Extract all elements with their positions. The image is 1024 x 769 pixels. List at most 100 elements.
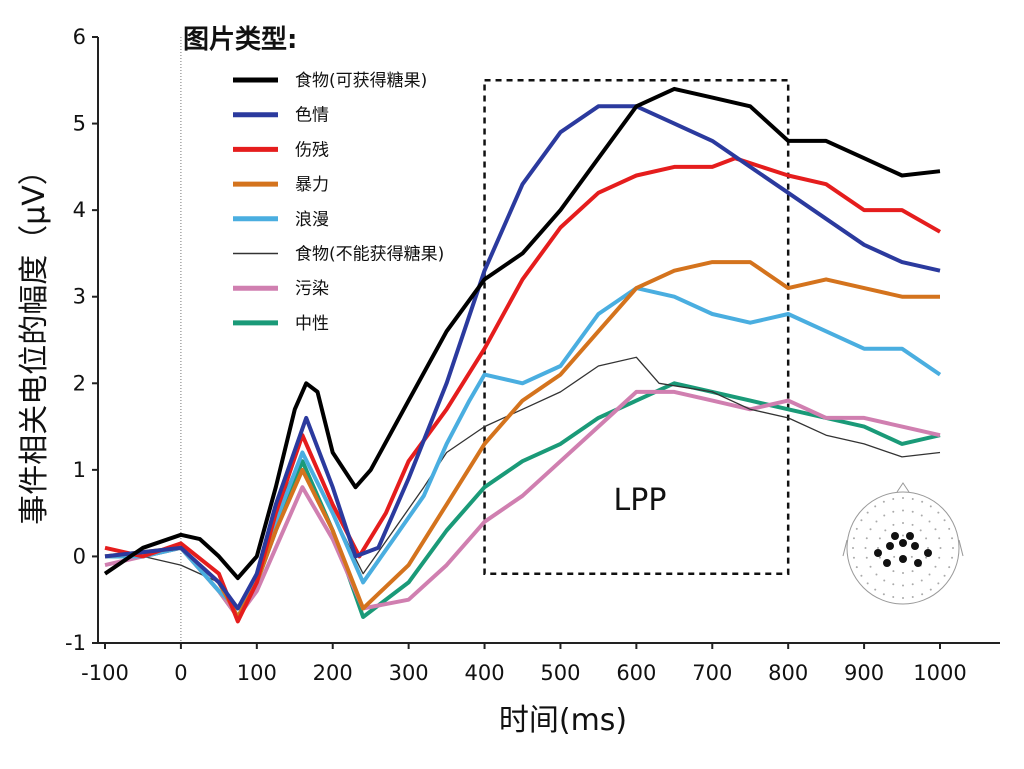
x-tick-label: 300 xyxy=(389,661,429,685)
electrode-dot xyxy=(934,528,937,531)
electrode-dot xyxy=(902,572,904,574)
series-line-7 xyxy=(105,381,941,619)
electrode-dot xyxy=(925,556,928,559)
electrode-dot xyxy=(951,556,954,559)
right-ear xyxy=(958,539,964,557)
lpp-window: LPP xyxy=(483,79,790,575)
series-line-3 xyxy=(104,260,940,619)
electrode-dot xyxy=(938,537,941,540)
lpp-dashed-box xyxy=(483,79,790,575)
series-line-1 xyxy=(104,104,941,611)
x-tick-label: -100 xyxy=(81,661,129,685)
legend-label: 食物(不能获得糖果) xyxy=(295,245,444,265)
electrode-dot xyxy=(911,523,914,526)
selected-electrode xyxy=(874,549,882,557)
y-tick-label: 6 xyxy=(73,25,86,49)
electrode-dot xyxy=(919,529,922,532)
electrode-dot xyxy=(869,565,872,568)
legend-label: 色情 xyxy=(295,106,329,126)
x-tick-label: 600 xyxy=(616,661,656,685)
electrode-dot xyxy=(934,565,937,568)
y-tick-label: 3 xyxy=(73,285,86,309)
electrode-dot xyxy=(911,583,914,586)
electrode-dot xyxy=(938,556,941,559)
x-tick-label: 0 xyxy=(174,661,187,685)
electrode-dot xyxy=(864,547,867,549)
legend-label: 暴力 xyxy=(295,175,329,195)
electrode-dot xyxy=(921,593,924,596)
electrode-dot xyxy=(892,510,895,513)
lpp-label: LPP xyxy=(614,483,667,518)
x-tick-label: 800 xyxy=(768,661,808,685)
selected-electrode xyxy=(924,549,932,557)
y-tick-label: 4 xyxy=(73,198,86,222)
electrode-dot xyxy=(869,528,872,531)
legend-label: 食物(可获得糖果) xyxy=(295,71,427,91)
electrode-dot xyxy=(892,570,895,573)
electrode-dot xyxy=(925,537,928,540)
electrode-dot xyxy=(939,547,942,549)
electrode-dot xyxy=(882,593,885,596)
electrode-dot xyxy=(928,573,931,576)
y-tick-label: 5 xyxy=(73,112,86,136)
electrode-dot xyxy=(855,527,858,530)
electrode-dot xyxy=(865,556,868,559)
electrode-dot xyxy=(892,596,895,599)
legend-label: 伤残 xyxy=(295,140,329,160)
series-group xyxy=(103,86,942,624)
electrode-dot xyxy=(911,510,914,513)
left-ear xyxy=(842,539,848,557)
electrode-dot xyxy=(874,588,877,591)
electrode-dot xyxy=(860,519,863,522)
electrode-dot xyxy=(943,519,946,522)
axes: -1 0 1 2 3 4 5 6 -100 0 100 200 300 400 500 600 700 800 90… xyxy=(65,25,1000,685)
electrode-dot xyxy=(948,527,951,530)
electrode-dot xyxy=(860,574,863,577)
x-axis-label: 时间(ms) xyxy=(499,703,627,738)
electrode-dot xyxy=(866,511,869,514)
electrode-dot xyxy=(865,537,868,540)
electrode-dot xyxy=(892,497,895,500)
selected-electrode xyxy=(906,532,914,540)
electrode-dot xyxy=(910,555,913,558)
electrode-dot xyxy=(911,570,914,573)
series-line-6 xyxy=(104,389,941,619)
electrode-dot xyxy=(866,582,869,585)
electrode-dot xyxy=(875,520,878,523)
legend-label: 浪漫 xyxy=(295,210,329,230)
selected-electrode xyxy=(883,559,891,567)
electrode-dot xyxy=(892,583,895,586)
x-tick-label: 200 xyxy=(313,661,353,685)
electrode-dot xyxy=(928,520,931,523)
legend-label: 中性 xyxy=(295,314,329,334)
electrode-dot xyxy=(852,547,854,549)
selected-electrode xyxy=(886,542,894,550)
electrode-dot xyxy=(951,537,954,540)
electrode-dot xyxy=(929,505,932,508)
electrode-dot xyxy=(937,511,940,514)
electrode-dot xyxy=(878,537,881,540)
electrode-dot xyxy=(892,523,895,526)
legend-title: 图片类型: xyxy=(183,25,297,55)
electrode-dot xyxy=(920,514,923,517)
y-tick-label: -1 xyxy=(65,631,86,655)
y-axis-label: 事件相关电位的幅度（μV） xyxy=(17,155,52,525)
electrode-scalp-map xyxy=(842,482,964,605)
selected-electrode xyxy=(914,559,922,567)
selected-electrode xyxy=(899,539,907,547)
electrode-dot xyxy=(920,579,923,582)
electrode-dot xyxy=(952,547,954,549)
y-tick-label: 0 xyxy=(73,544,86,568)
electrode-dot xyxy=(877,547,879,549)
x-tick-label: 100 xyxy=(237,661,277,685)
x-tick-label: 900 xyxy=(844,661,884,685)
y-tick-label: 2 xyxy=(73,371,86,395)
electrode-dot xyxy=(902,522,904,524)
electrode-dot xyxy=(875,573,878,576)
legend-label: 污染 xyxy=(295,279,329,299)
selected-electrode xyxy=(911,542,919,550)
selected-electrode xyxy=(899,555,907,563)
x-tick-label: 500 xyxy=(540,661,580,685)
electrode-dot xyxy=(902,534,904,537)
